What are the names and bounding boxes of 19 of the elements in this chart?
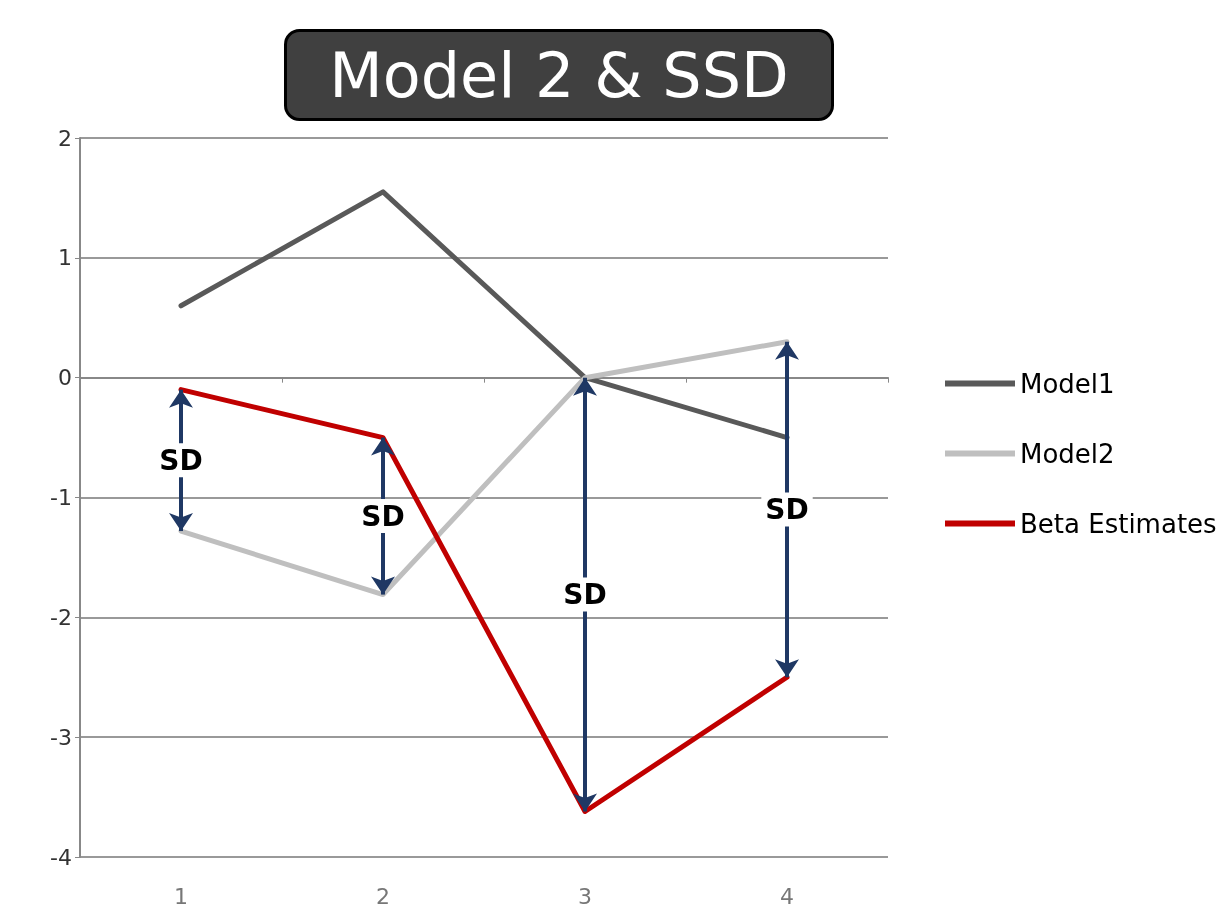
legend-label: Beta Estimates — [1020, 508, 1217, 539]
y-tick-label: 0 — [58, 365, 72, 391]
y-tick-label: -4 — [50, 844, 72, 870]
legend-label: Model2 — [1020, 438, 1115, 469]
y-tick-label: -1 — [50, 485, 72, 510]
chart-title: Model 2 & SSD — [329, 38, 789, 112]
x-tick-label: 3 — [578, 883, 592, 907]
y-tick-label: 2 — [58, 125, 72, 151]
annotation: SD — [159, 443, 203, 477]
y-tick-label: 1 — [58, 245, 72, 271]
x-tick-label: 4 — [780, 883, 794, 907]
x-tick-label: 2 — [376, 883, 390, 907]
x-tick-label: 1 — [174, 883, 188, 907]
annotation: SD — [361, 499, 405, 533]
annotation: SD — [765, 492, 809, 526]
annotation: SD — [563, 578, 607, 612]
y-tick-label: -2 — [50, 604, 72, 630]
y-tick-label: -3 — [50, 724, 72, 750]
legend-label: Model1 — [1020, 368, 1115, 399]
